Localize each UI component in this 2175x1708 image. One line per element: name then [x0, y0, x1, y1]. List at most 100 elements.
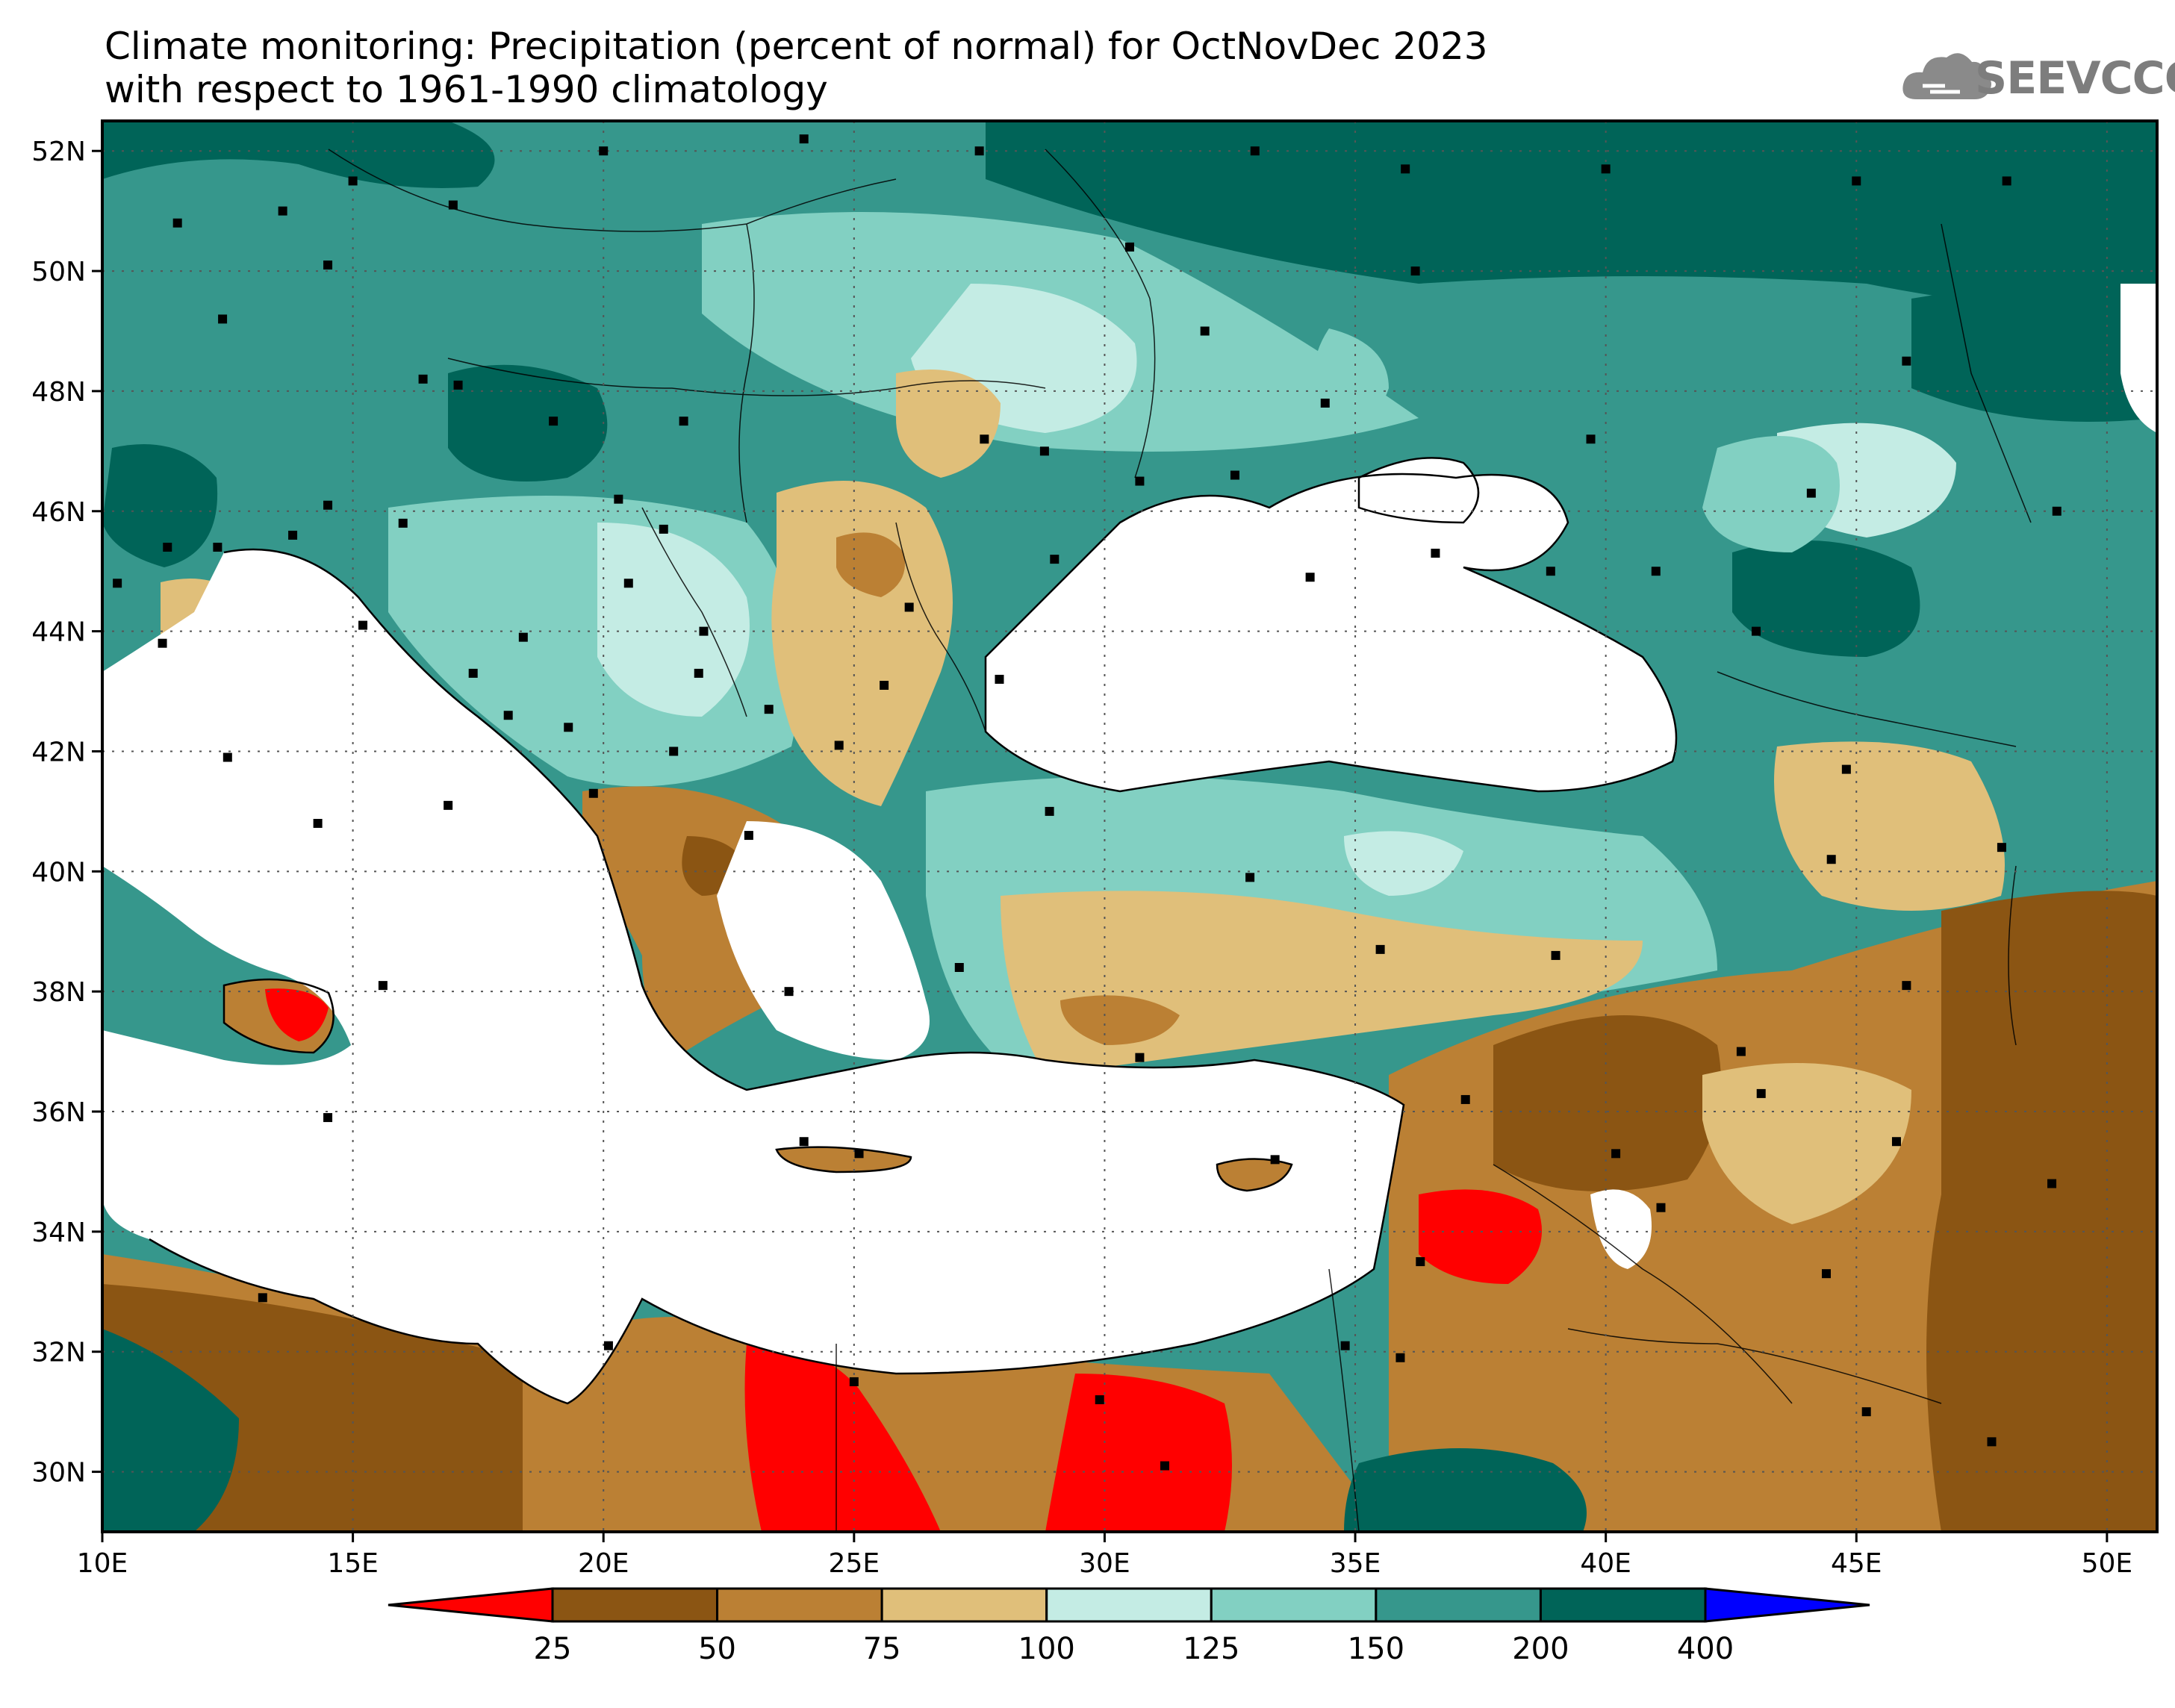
- station-marker: [218, 314, 228, 324]
- station-marker: [1416, 1257, 1425, 1267]
- colorbar-label: 75: [863, 1632, 901, 1666]
- station-marker: [1135, 476, 1145, 486]
- station-marker: [1852, 176, 1861, 186]
- station-marker: [163, 543, 172, 552]
- station-marker: [1651, 567, 1661, 576]
- station-marker: [834, 741, 844, 750]
- station-marker: [614, 494, 623, 504]
- logo-text: SEEVCCC: [1975, 52, 2175, 105]
- cloud-logo-icon: [1902, 53, 1991, 99]
- longitude-axis: 10E 15E 20E 25E 30E 35E 40E 45E 50E: [77, 1532, 2132, 1579]
- map-title-line-2: with respect to 1961-1990 climatology: [105, 68, 828, 111]
- station-marker: [323, 500, 333, 510]
- colorbar-extend-high: [1704, 1587, 1870, 1623]
- station-marker: [1656, 1203, 1666, 1212]
- station-marker: [158, 638, 167, 648]
- colorbar-segment: [1045, 1587, 1213, 1623]
- station-marker: [1305, 573, 1315, 582]
- station-marker: [1551, 950, 1561, 960]
- station-marker: [1821, 1269, 1831, 1279]
- station-marker: [2052, 506, 2062, 516]
- lon-tick-label: 40E: [1580, 1548, 1631, 1579]
- lon-tick-label: 25E: [829, 1548, 880, 1579]
- station-marker: [849, 1377, 859, 1386]
- station-marker: [1826, 855, 1836, 864]
- lon-tick-label: 20E: [578, 1548, 629, 1579]
- station-marker: [313, 818, 323, 828]
- station-marker: [854, 1149, 864, 1159]
- station-marker: [1611, 1149, 1621, 1159]
- station-marker: [323, 261, 333, 270]
- lon-tick-label: 10E: [77, 1548, 128, 1579]
- station-marker: [1891, 1137, 1901, 1147]
- station-marker: [588, 788, 598, 798]
- coastlines: [149, 457, 1678, 1405]
- station-marker: [744, 831, 753, 841]
- colorbar-label: 25: [534, 1632, 572, 1666]
- borders: [328, 149, 2032, 1532]
- station-marker: [694, 668, 703, 678]
- map-title-line-1: Climate monitoring: Precipitation (perce…: [105, 25, 1488, 68]
- station-marker: [453, 380, 463, 390]
- station-marker: [223, 752, 232, 762]
- station-marker: [799, 134, 809, 144]
- lat-tick-label: 40N: [31, 857, 86, 888]
- colorbar-segment: [551, 1587, 719, 1623]
- station-marker: [1095, 1395, 1104, 1405]
- colorbar-segment: [1210, 1587, 1378, 1623]
- station-marker: [418, 374, 428, 384]
- colorbar-label: 50: [698, 1632, 736, 1666]
- station-marker: [1200, 326, 1210, 336]
- station-marker: [799, 1137, 809, 1147]
- colorbar-segment: [1539, 1587, 1707, 1623]
- station-marker: [172, 218, 182, 228]
- station-marker: [1230, 470, 1239, 480]
- station-marker: [1245, 873, 1255, 882]
- station-marker: [954, 963, 964, 972]
- station-marker: [518, 632, 528, 642]
- station-marker: [1546, 567, 1555, 576]
- lat-tick-label: 42N: [31, 737, 86, 767]
- latitude-axis: 52N 50N 48N 46N 44N 42N 40N 38N 36N 34N 32N 30N: [31, 137, 102, 1489]
- station-marker: [1135, 1053, 1145, 1062]
- station-marker: [880, 681, 889, 690]
- lat-tick-label: 44N: [31, 617, 86, 648]
- station-marker: [1320, 399, 1330, 408]
- lat-tick-label: 46N: [31, 497, 86, 528]
- station-marker: [603, 1341, 613, 1350]
- station-marker: [398, 518, 408, 528]
- station-marker: [348, 176, 358, 186]
- lon-tick-label: 15E: [327, 1548, 379, 1579]
- station-marker: [679, 417, 688, 426]
- station-marker: [1050, 555, 1060, 564]
- station-marker: [1841, 764, 1851, 774]
- station-marker: [1160, 1461, 1169, 1471]
- colorbar-label: 150: [1348, 1632, 1404, 1666]
- colorbar-label: 125: [1183, 1632, 1239, 1666]
- station-marker: [213, 543, 223, 552]
- station-marker: [1902, 981, 1911, 991]
- station-marker: [278, 206, 287, 216]
- station-marker: [599, 146, 609, 156]
- station-marker: [1601, 164, 1611, 174]
- lat-tick-label: 34N: [31, 1218, 86, 1248]
- colorbar-label: 400: [1677, 1632, 1734, 1666]
- station-marker: [1045, 806, 1054, 816]
- station-marker: [358, 620, 368, 630]
- station-marker: [1125, 242, 1134, 252]
- station-marker: [113, 579, 122, 588]
- colorbar-label: 100: [1018, 1632, 1075, 1666]
- station-marker: [2047, 1179, 2057, 1188]
- station-marker: [1586, 434, 1596, 444]
- station-marker: [1752, 626, 1761, 636]
- station-marker: [503, 711, 513, 720]
- station-marker: [623, 579, 633, 588]
- station-marker: [904, 602, 914, 612]
- station-marker: [1902, 356, 1911, 366]
- station-marker: [699, 626, 709, 636]
- map-frame: [101, 119, 2159, 1533]
- station-marker: [1340, 1341, 1350, 1350]
- lat-tick-label: 48N: [31, 377, 86, 408]
- station-marker: [980, 434, 989, 444]
- station-marker: [1401, 164, 1410, 174]
